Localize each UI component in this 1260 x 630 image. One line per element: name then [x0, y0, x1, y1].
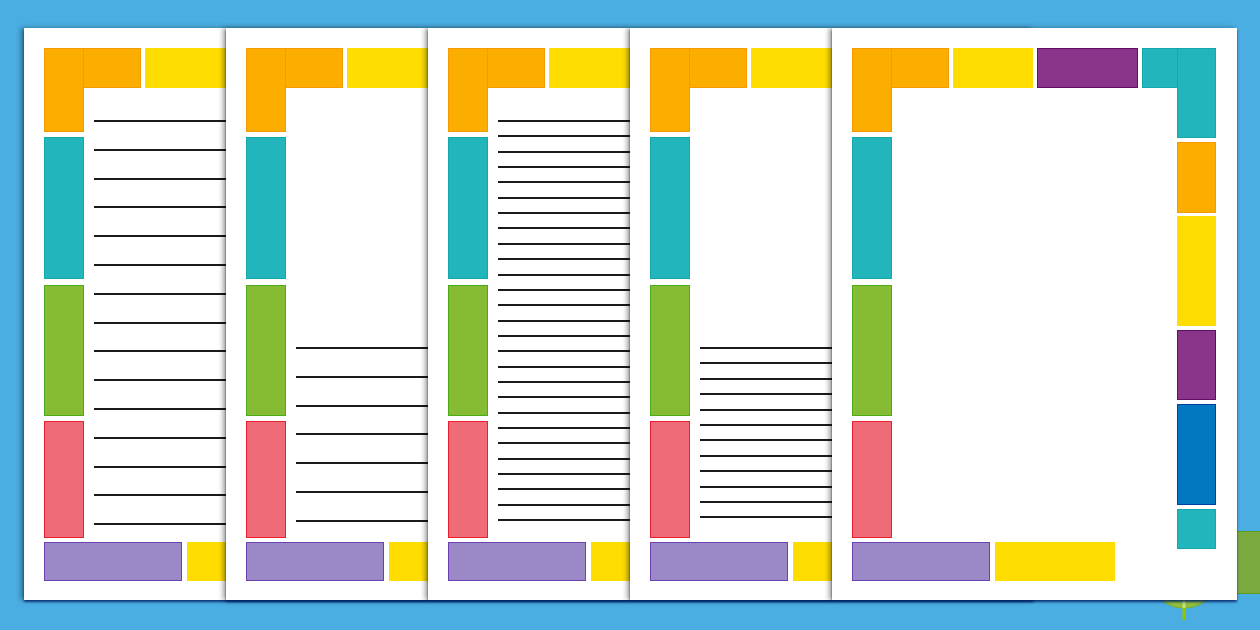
writing-line: [498, 274, 718, 276]
writing-line: [498, 120, 718, 122]
left-green-bar: [448, 285, 488, 416]
writing-line: [94, 149, 314, 151]
writing-line: [700, 486, 920, 488]
bottom-lilac-bar: [852, 542, 990, 581]
writing-line: [498, 473, 718, 475]
writing-line: [498, 350, 718, 352]
writing-line: [94, 379, 314, 381]
writing-line: [498, 212, 718, 214]
writing-line: [700, 409, 920, 411]
writing-line: [498, 504, 718, 506]
writing-line: [498, 227, 718, 229]
writing-line: [296, 433, 516, 435]
left-green-bar: [246, 285, 286, 416]
left-green-bar: [852, 285, 892, 416]
left-teal-bar: [650, 137, 690, 279]
writing-line: [498, 304, 718, 306]
writing-line: [498, 181, 718, 183]
border-page-5: [832, 28, 1237, 600]
top-purple-bar: [1037, 48, 1138, 88]
writing-line: [94, 206, 314, 208]
bottom-lilac-bar: [246, 542, 384, 581]
writing-line: [498, 458, 718, 460]
writing-line: [498, 381, 718, 383]
left-red-bar: [44, 421, 84, 538]
writing-line: [498, 412, 718, 414]
writing-line: [498, 519, 718, 521]
orange-corner-side: [650, 48, 690, 132]
writing-line: [296, 491, 516, 493]
right-orange-bar: [1177, 142, 1216, 213]
orange-corner-side: [852, 48, 892, 132]
writing-line: [498, 258, 718, 260]
writing-line: [94, 523, 314, 525]
right-teal-bar: [1177, 509, 1216, 549]
teal-corner-side: [1177, 48, 1216, 138]
bottom-lilac-bar: [650, 542, 788, 581]
top-yellow-bar: [953, 48, 1033, 88]
left-green-bar: [44, 285, 84, 416]
writing-line: [498, 151, 718, 153]
writing-line: [296, 376, 516, 378]
writing-line: [498, 166, 718, 168]
left-teal-bar: [852, 137, 892, 279]
right-yellow-bar: [1177, 216, 1216, 326]
orange-corner-side: [44, 48, 84, 132]
left-red-bar: [650, 421, 690, 538]
writing-line: [498, 488, 718, 490]
writing-line: [296, 520, 516, 522]
writing-line: [700, 439, 920, 441]
writing-line: [498, 289, 718, 291]
writing-line: [498, 427, 718, 429]
writing-line: [700, 362, 920, 364]
writing-line: [498, 396, 718, 398]
left-teal-bar: [448, 137, 488, 279]
writing-line: [94, 293, 314, 295]
writing-line: [700, 347, 920, 349]
orange-corner-side: [448, 48, 488, 132]
writing-line: [296, 405, 516, 407]
writing-line: [94, 408, 314, 410]
writing-line: [94, 322, 314, 324]
writing-line: [700, 393, 920, 395]
writing-line: [700, 470, 920, 472]
orange-corner-side: [246, 48, 286, 132]
writing-line: [296, 347, 516, 349]
writing-line: [94, 466, 314, 468]
writing-line: [94, 178, 314, 180]
writing-line: [94, 494, 314, 496]
writing-line: [700, 378, 920, 380]
writing-line: [498, 320, 718, 322]
writing-line: [498, 135, 718, 137]
writing-line: [498, 197, 718, 199]
writing-line: [498, 366, 718, 368]
writing-line: [94, 235, 314, 237]
writing-line: [94, 264, 314, 266]
writing-line: [94, 120, 314, 122]
left-red-bar: [852, 421, 892, 538]
writing-line: [498, 243, 718, 245]
bottom-lilac-bar: [44, 542, 182, 581]
left-green-bar: [650, 285, 690, 416]
left-red-bar: [246, 421, 286, 538]
writing-line: [296, 462, 516, 464]
right-blue-bar: [1177, 404, 1216, 505]
writing-line: [700, 424, 920, 426]
right-purple-bar: [1177, 330, 1216, 400]
writing-line: [700, 516, 920, 518]
writing-line: [94, 437, 314, 439]
left-teal-bar: [246, 137, 286, 279]
writing-line: [94, 350, 314, 352]
left-teal-bar: [44, 137, 84, 279]
bottom-lilac-bar: [448, 542, 586, 581]
left-red-bar: [448, 421, 488, 538]
writing-line: [498, 442, 718, 444]
writing-line: [498, 335, 718, 337]
writing-line: [700, 455, 920, 457]
writing-line: [700, 501, 920, 503]
bottom-yellow-bar: [995, 542, 1115, 581]
